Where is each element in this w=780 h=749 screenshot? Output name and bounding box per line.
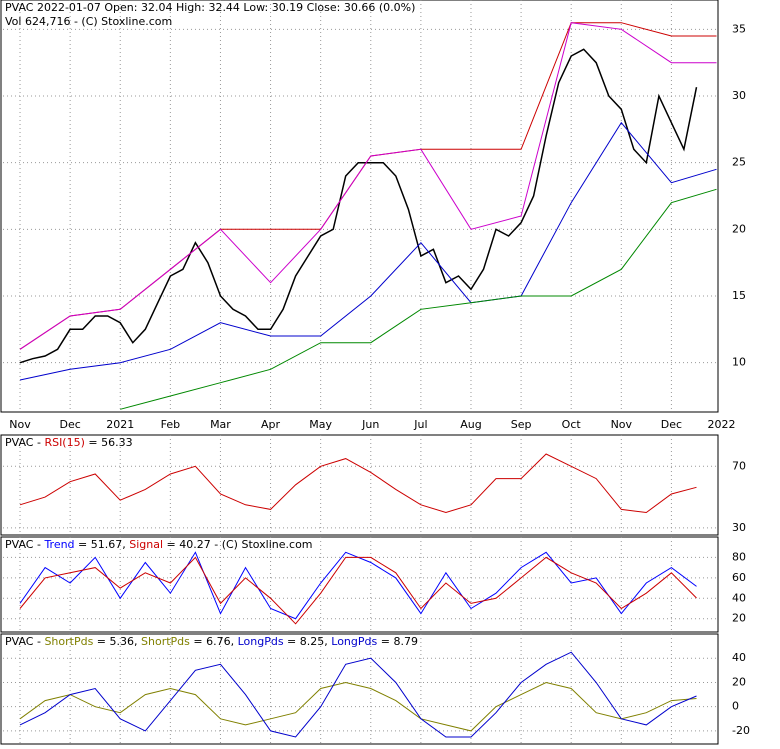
panel-header: PVAC 2022-01-07 Open: 32.04 High: 32.44 … [5,1,415,14]
y-tick-label: 60 [732,571,746,584]
header-part: LongPds [238,635,284,648]
x-tick-label: Apr [261,418,281,431]
panel-frame [0,536,719,633]
x-tick-label: Mar [210,418,231,431]
y-tick-label: 80 [732,550,746,563]
series-line [19,121,717,381]
y-tick-label: 40 [732,591,746,604]
x-tick-label: Feb [161,418,180,431]
y-tick-label: 10 [732,356,746,369]
series-line [19,453,697,514]
header-part: = 8.25, [284,635,332,648]
y-tick-label: 20 [732,612,746,625]
header-part: = 56.33 [85,436,133,449]
x-tick-label: Aug [460,418,481,431]
y-tick-label: 35 [732,22,746,35]
series-line [19,22,717,350]
header-part: ShortPds [44,635,93,648]
header-part: PVAC - [5,635,44,648]
y-tick-label: 25 [732,156,746,169]
y-tick-label: 30 [732,89,746,102]
x-tick-label: 2022 [708,418,736,431]
header-part: = 8.79 [377,635,418,648]
panel-header: PVAC - Trend = 51.67, Signal = 40.27 - (… [5,538,313,551]
panel: 30 70 PVAC - RSI(15) = 56.33 [0,434,746,536]
series-line [19,556,697,625]
y-tick-label: 30 [732,521,746,534]
panel-frame [0,0,719,413]
x-tick-label: Nov [9,418,31,431]
x-tick-label: Jul [413,418,427,431]
header-part: PVAC - [5,436,44,449]
header-part: = 40.27 - (C) Stoxline.com [163,538,312,551]
header-part: PVAC 2022-01-07 Open: 32.04 High: 32.44 … [5,1,415,14]
panel-frame [0,434,719,536]
panel-header: PVAC - ShortPds = 5.36, ShortPds = 6.76,… [5,635,418,648]
header-part: RSI(15) [44,436,84,449]
x-tick-label: Nov [611,418,633,431]
panel: Nov Dec 2021 Feb Mar Apr May Jun Jul Aug Sep Oct Nov… [0,0,746,431]
y-tick-label: 0 [732,700,739,713]
header-part: ShortPds [141,635,190,648]
x-tick-label: Jun [361,418,379,431]
y-tick-label: -20 [732,724,750,737]
y-tick-label: 15 [732,289,746,302]
header-part: = 6.76, [190,635,238,648]
series-line [19,48,698,364]
header-part: = 5.36, [93,635,141,648]
header-part: Signal [129,538,163,551]
series-line [19,681,697,732]
y-tick-label: 40 [732,651,746,664]
header-part: LongPds [331,635,377,648]
x-tick-label: Dec [59,418,80,431]
x-tick-label: May [309,418,332,431]
panel: 20 40 60 80 PVAC - Trend = 51.67, Signal = 4… [0,536,746,633]
series-line [120,188,717,410]
panel: -20 0 20 40 PVAC - ShortPds = 5.36, ShortPds… [0,633,750,745]
panel-header: PVAC - RSI(15) = 56.33 [5,436,133,449]
header-part: Trend [43,538,74,551]
header-part: PVAC - [5,538,44,551]
panel-frame [0,633,719,745]
y-tick-label: 20 [732,222,746,235]
y-tick-label: 70 [732,459,746,472]
y-tick-label: 20 [732,675,746,688]
series-line [19,651,697,738]
panel-subtitle: Vol 624,716 - (C) Stoxline.com [5,15,172,28]
x-tick-label: Sep [511,418,532,431]
x-tick-label: Oct [562,418,582,431]
x-tick-label: Dec [661,418,682,431]
header-part: = 51.67, [75,538,130,551]
x-tick-label: 2021 [106,418,134,431]
